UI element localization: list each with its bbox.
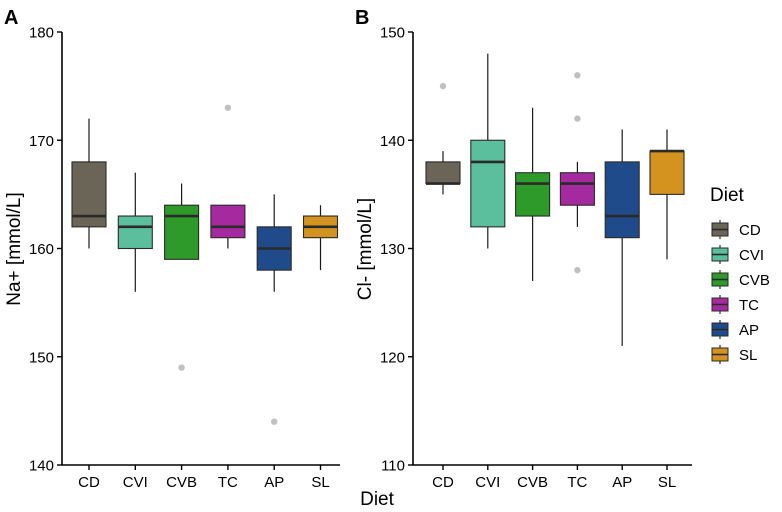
legend-label: CVB: [739, 272, 770, 289]
legend: Diet CD CVI CVB TC AP SL: [710, 185, 770, 364]
outlier-point: [271, 418, 278, 425]
y-tick-label: 150: [29, 349, 54, 366]
box-cvb: [515, 172, 551, 217]
box-cd: [425, 161, 461, 185]
x-tick-label: CD: [432, 474, 454, 491]
outlier-point: [574, 72, 581, 79]
y-axis-label: Na+ [mmol/L]: [4, 192, 25, 306]
box-sl: [649, 150, 685, 195]
y-tick-label: 180: [29, 25, 54, 42]
legend-label: CVI: [739, 247, 764, 264]
box-cvb: [164, 204, 200, 260]
box-tc: [210, 204, 246, 239]
x-tick-label: CD: [78, 474, 100, 491]
x-tick-label: CVI: [475, 474, 500, 491]
x-tick-label: AP: [264, 474, 284, 491]
y-tick-label: 150: [380, 25, 405, 42]
y-tick-label: 140: [29, 458, 54, 475]
y-tick-label: 120: [380, 349, 405, 366]
x-tick-label: CVB: [166, 474, 197, 491]
x-tick-label: CVB: [517, 474, 548, 491]
box-cvi: [117, 215, 153, 250]
panel-label: A: [4, 7, 18, 29]
box-tc: [559, 172, 595, 206]
legend-label: CD: [739, 222, 761, 239]
x-tick-label: TC: [218, 474, 238, 491]
x-tick-label: AP: [612, 474, 632, 491]
x-tick-label: SL: [658, 474, 676, 491]
x-tick-label: TC: [567, 474, 587, 491]
outlier-point: [224, 104, 232, 111]
box-ap: [604, 161, 640, 239]
shared-x-axis-label: Diet: [360, 489, 395, 510]
legend-label: SL: [739, 347, 757, 364]
legend-title: Diet: [710, 185, 745, 206]
y-axis-label: Cl- [mmol/L]: [355, 198, 376, 300]
panel-label: B: [355, 7, 369, 29]
y-tick-label: 130: [380, 241, 405, 258]
panel-a: A Na+ [mmol/L] 140 150 160 170 180 CD CVI CVB TC AP…: [4, 7, 340, 491]
outlier-point: [574, 266, 581, 274]
y-tick-label: 110: [381, 458, 405, 475]
x-tick-label: SL: [311, 474, 329, 491]
outlier-point: [178, 364, 185, 371]
y-tick-label: 170: [29, 133, 54, 150]
y-tick-label: 160: [29, 241, 54, 258]
y-tick-label: 140: [380, 133, 405, 150]
x-tick-label: CVI: [123, 474, 148, 491]
legend-label: TC: [739, 297, 759, 314]
panel-b: B Cl- [mmol/L] 110 120 130 140 150 CD CVI CVB TC AP…: [355, 7, 692, 491]
box-cvi: [470, 139, 506, 228]
legend-label: AP: [739, 322, 759, 339]
outlier-point: [574, 115, 581, 122]
outlier-point: [439, 82, 447, 90]
